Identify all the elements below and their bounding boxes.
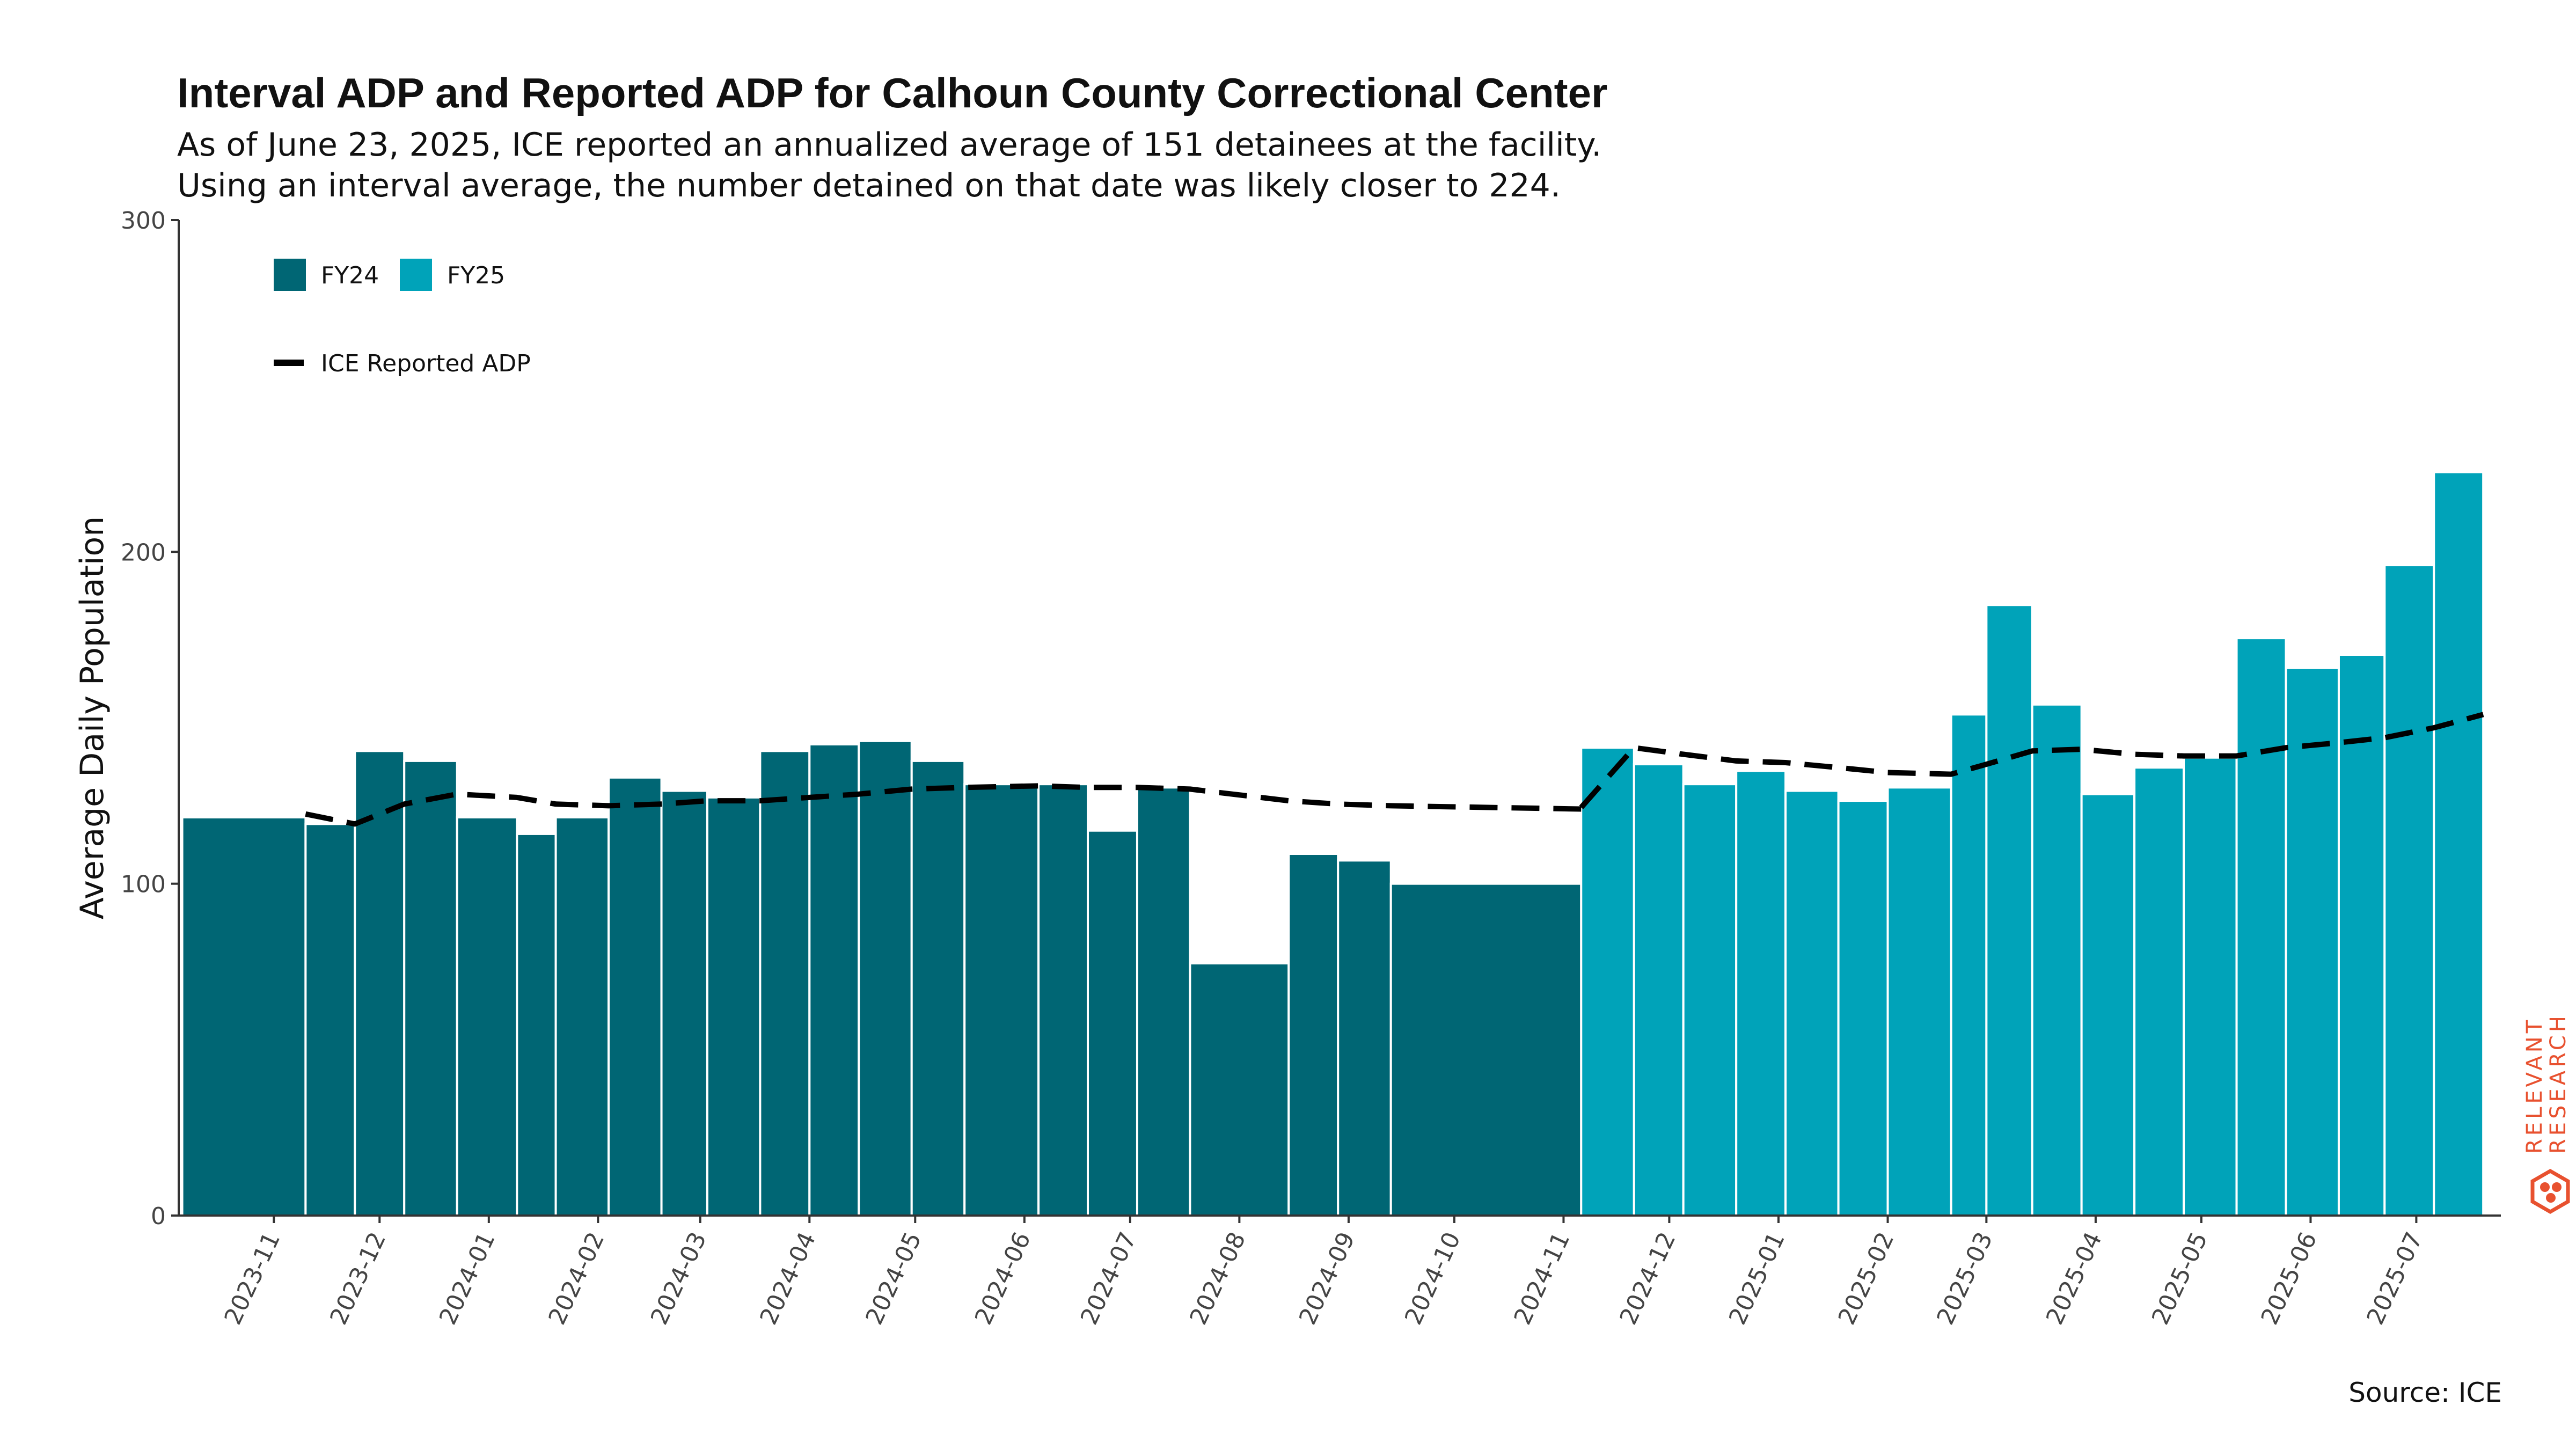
bar-14-fy24 (910, 759, 966, 1217)
bar-24-fy25 (1633, 763, 1685, 1217)
bar-27-fy25 (1784, 789, 1840, 1217)
x-tick-label: 2024-11 (1509, 1228, 1575, 1329)
bar-5-fy24 (456, 816, 518, 1217)
source-note: Source: ICE (2348, 1377, 2502, 1408)
bar-33-fy25 (2080, 793, 2136, 1217)
bar-26-fy25 (1735, 770, 1787, 1217)
x-tick-label: 2025-02 (1833, 1228, 1900, 1329)
x-tick-label: 2024-09 (1294, 1228, 1360, 1329)
logo-text-research: RESEARCH (2546, 1013, 2571, 1154)
x-tick-label: 2025-04 (2041, 1228, 2107, 1329)
bar-13-fy24 (858, 740, 913, 1217)
y-axis-title: Average Daily Population (74, 516, 111, 920)
bar-29-fy25 (1886, 786, 1952, 1217)
bar-11-fy24 (759, 750, 811, 1217)
bar-30-fy25 (1950, 713, 1988, 1217)
x-tick-label: 2025-05 (2147, 1228, 2213, 1329)
bar-31-fy25 (1985, 604, 2033, 1217)
x-tick-label: 2023-12 (325, 1228, 391, 1329)
chart-title: Interval ADP and Reported ADP for Calhou… (177, 69, 1608, 116)
legend-label-reported-adp: ICE Reported ADP (321, 350, 531, 377)
y-tick-label: 300 (121, 207, 166, 235)
x-tick-label: 2025-01 (1724, 1228, 1790, 1329)
bar-17-fy24 (1087, 829, 1138, 1217)
relevant-research-logo: RELEVANT RESEARCH (2522, 1013, 2571, 1214)
bar-15-fy24 (963, 783, 1040, 1217)
x-tick-label: 2024-07 (1075, 1228, 1142, 1329)
bar-21-fy24 (1337, 859, 1392, 1217)
x-tick-label: 2025-07 (2361, 1228, 2428, 1329)
bar-1-fy24 (181, 816, 307, 1217)
bar-37-fy25 (2285, 667, 2340, 1217)
logo-hexagon-icon (2530, 1168, 2570, 1214)
x-tick-label: 2024-12 (1614, 1228, 1681, 1329)
y-tick-label: 200 (121, 539, 166, 566)
legend-label-fy25: FY25 (447, 262, 505, 289)
bar-8-fy24 (608, 776, 663, 1217)
bar-25-fy25 (1682, 783, 1738, 1217)
bars-layer (181, 471, 2485, 1217)
legend: FY24 FY25 ICE Reported ADP (274, 259, 531, 377)
bar-34-fy25 (2133, 766, 2185, 1217)
logo-text-relevant: RELEVANT (2522, 1017, 2547, 1154)
bar-23-fy25 (1580, 747, 1635, 1217)
bar-7-fy24 (554, 816, 610, 1217)
bar-35-fy25 (2183, 756, 2238, 1217)
x-tick-label: 2024-10 (1400, 1228, 1466, 1329)
bar-10-fy24 (706, 796, 762, 1217)
bar-36-fy25 (2235, 637, 2287, 1217)
chart-subtitle-line-2: Using an interval average, the number de… (177, 167, 1561, 204)
reported-adp-line-layer (305, 712, 2484, 827)
bar-12-fy24 (808, 743, 860, 1217)
legend-label-fy24: FY24 (321, 262, 379, 289)
bar-6-fy24 (516, 832, 557, 1217)
bar-20-fy24 (1287, 853, 1340, 1217)
bar-39-fy25 (2383, 564, 2435, 1217)
bar-2-fy24 (304, 823, 356, 1217)
x-tick-label: 2025-06 (2256, 1228, 2322, 1329)
legend-swatch-fy24 (274, 259, 306, 291)
bar-40-fy25 (2433, 471, 2485, 1217)
y-tick-label: 0 (151, 1203, 166, 1230)
legend-swatch-fy25 (400, 259, 432, 291)
bar-18-fy24 (1136, 786, 1191, 1217)
y-tick-label: 100 (121, 871, 166, 898)
x-tick-label: 2024-05 (860, 1228, 927, 1329)
x-tick-label: 2024-02 (543, 1228, 610, 1329)
x-tick-label: 2024-03 (646, 1228, 712, 1329)
x-tick-label: 2023-11 (219, 1228, 286, 1329)
bar-28-fy25 (1837, 800, 1889, 1217)
bar-32-fy25 (2031, 703, 2083, 1217)
chart-subtitle-line-1: As of June 23, 2025, ICE reported an ann… (177, 126, 1602, 164)
bar-19-fy24 (1189, 962, 1290, 1217)
x-tick-label: 2025-03 (1931, 1228, 1998, 1329)
x-tick-label: 2024-08 (1184, 1228, 1251, 1329)
bar-16-fy24 (1037, 783, 1089, 1217)
bar-22-fy24 (1389, 882, 1583, 1217)
bar-9-fy24 (660, 789, 708, 1217)
x-tick-label: 2024-04 (755, 1228, 821, 1329)
x-tick-label: 2024-06 (970, 1228, 1036, 1329)
reported-adp-line-segment-1 (305, 783, 1582, 827)
reported-adp-line-segment-2 (1579, 712, 2484, 809)
x-tick-label: 2024-01 (434, 1228, 501, 1329)
bar-4-fy24 (403, 759, 458, 1217)
